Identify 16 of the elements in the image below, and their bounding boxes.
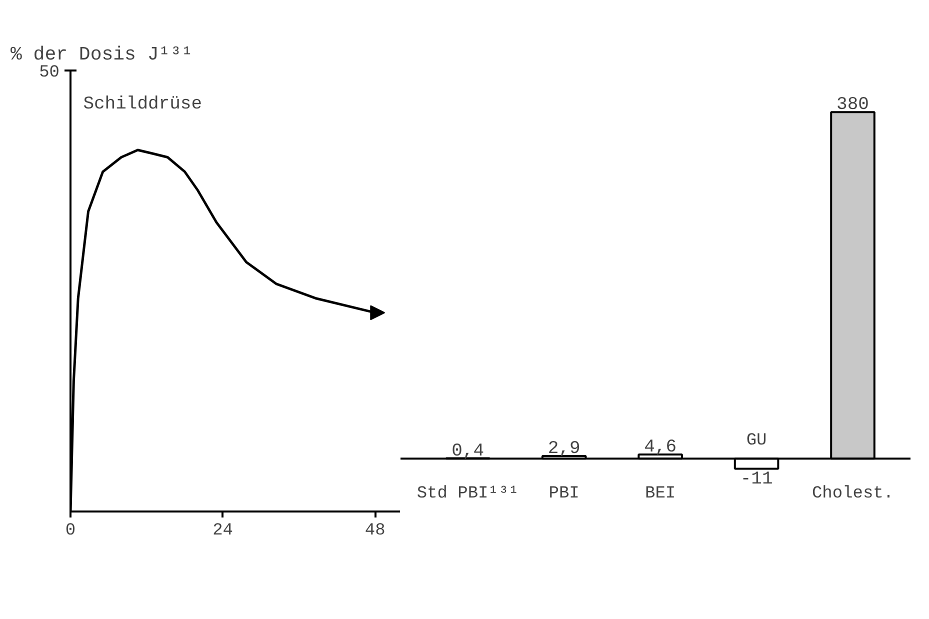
text: Schilddrüse — [83, 94, 202, 115]
x-tick-label: 48 — [364, 522, 386, 540]
x-tick-label: Std PBI¹³¹ — [416, 484, 519, 504]
data-label: 380 — [836, 95, 869, 116]
x-tick-label: PBI — [548, 484, 580, 504]
x-tick-label: Cholest. — [812, 484, 894, 504]
x-tick-label: GU — [746, 432, 767, 451]
data-label: 0,4 — [452, 441, 484, 462]
data-label: 4,6 — [644, 437, 677, 458]
y-axis-title: % der Dosis J¹³¹ — [10, 44, 193, 66]
data-label: -11 — [740, 470, 773, 490]
x-tick-label: 0 — [65, 522, 76, 540]
x-tick-label: 24 — [212, 522, 234, 540]
text: 50 — [39, 64, 60, 82]
data-label: 2,9 — [548, 439, 580, 460]
x-tick-label: BEI — [645, 484, 676, 504]
